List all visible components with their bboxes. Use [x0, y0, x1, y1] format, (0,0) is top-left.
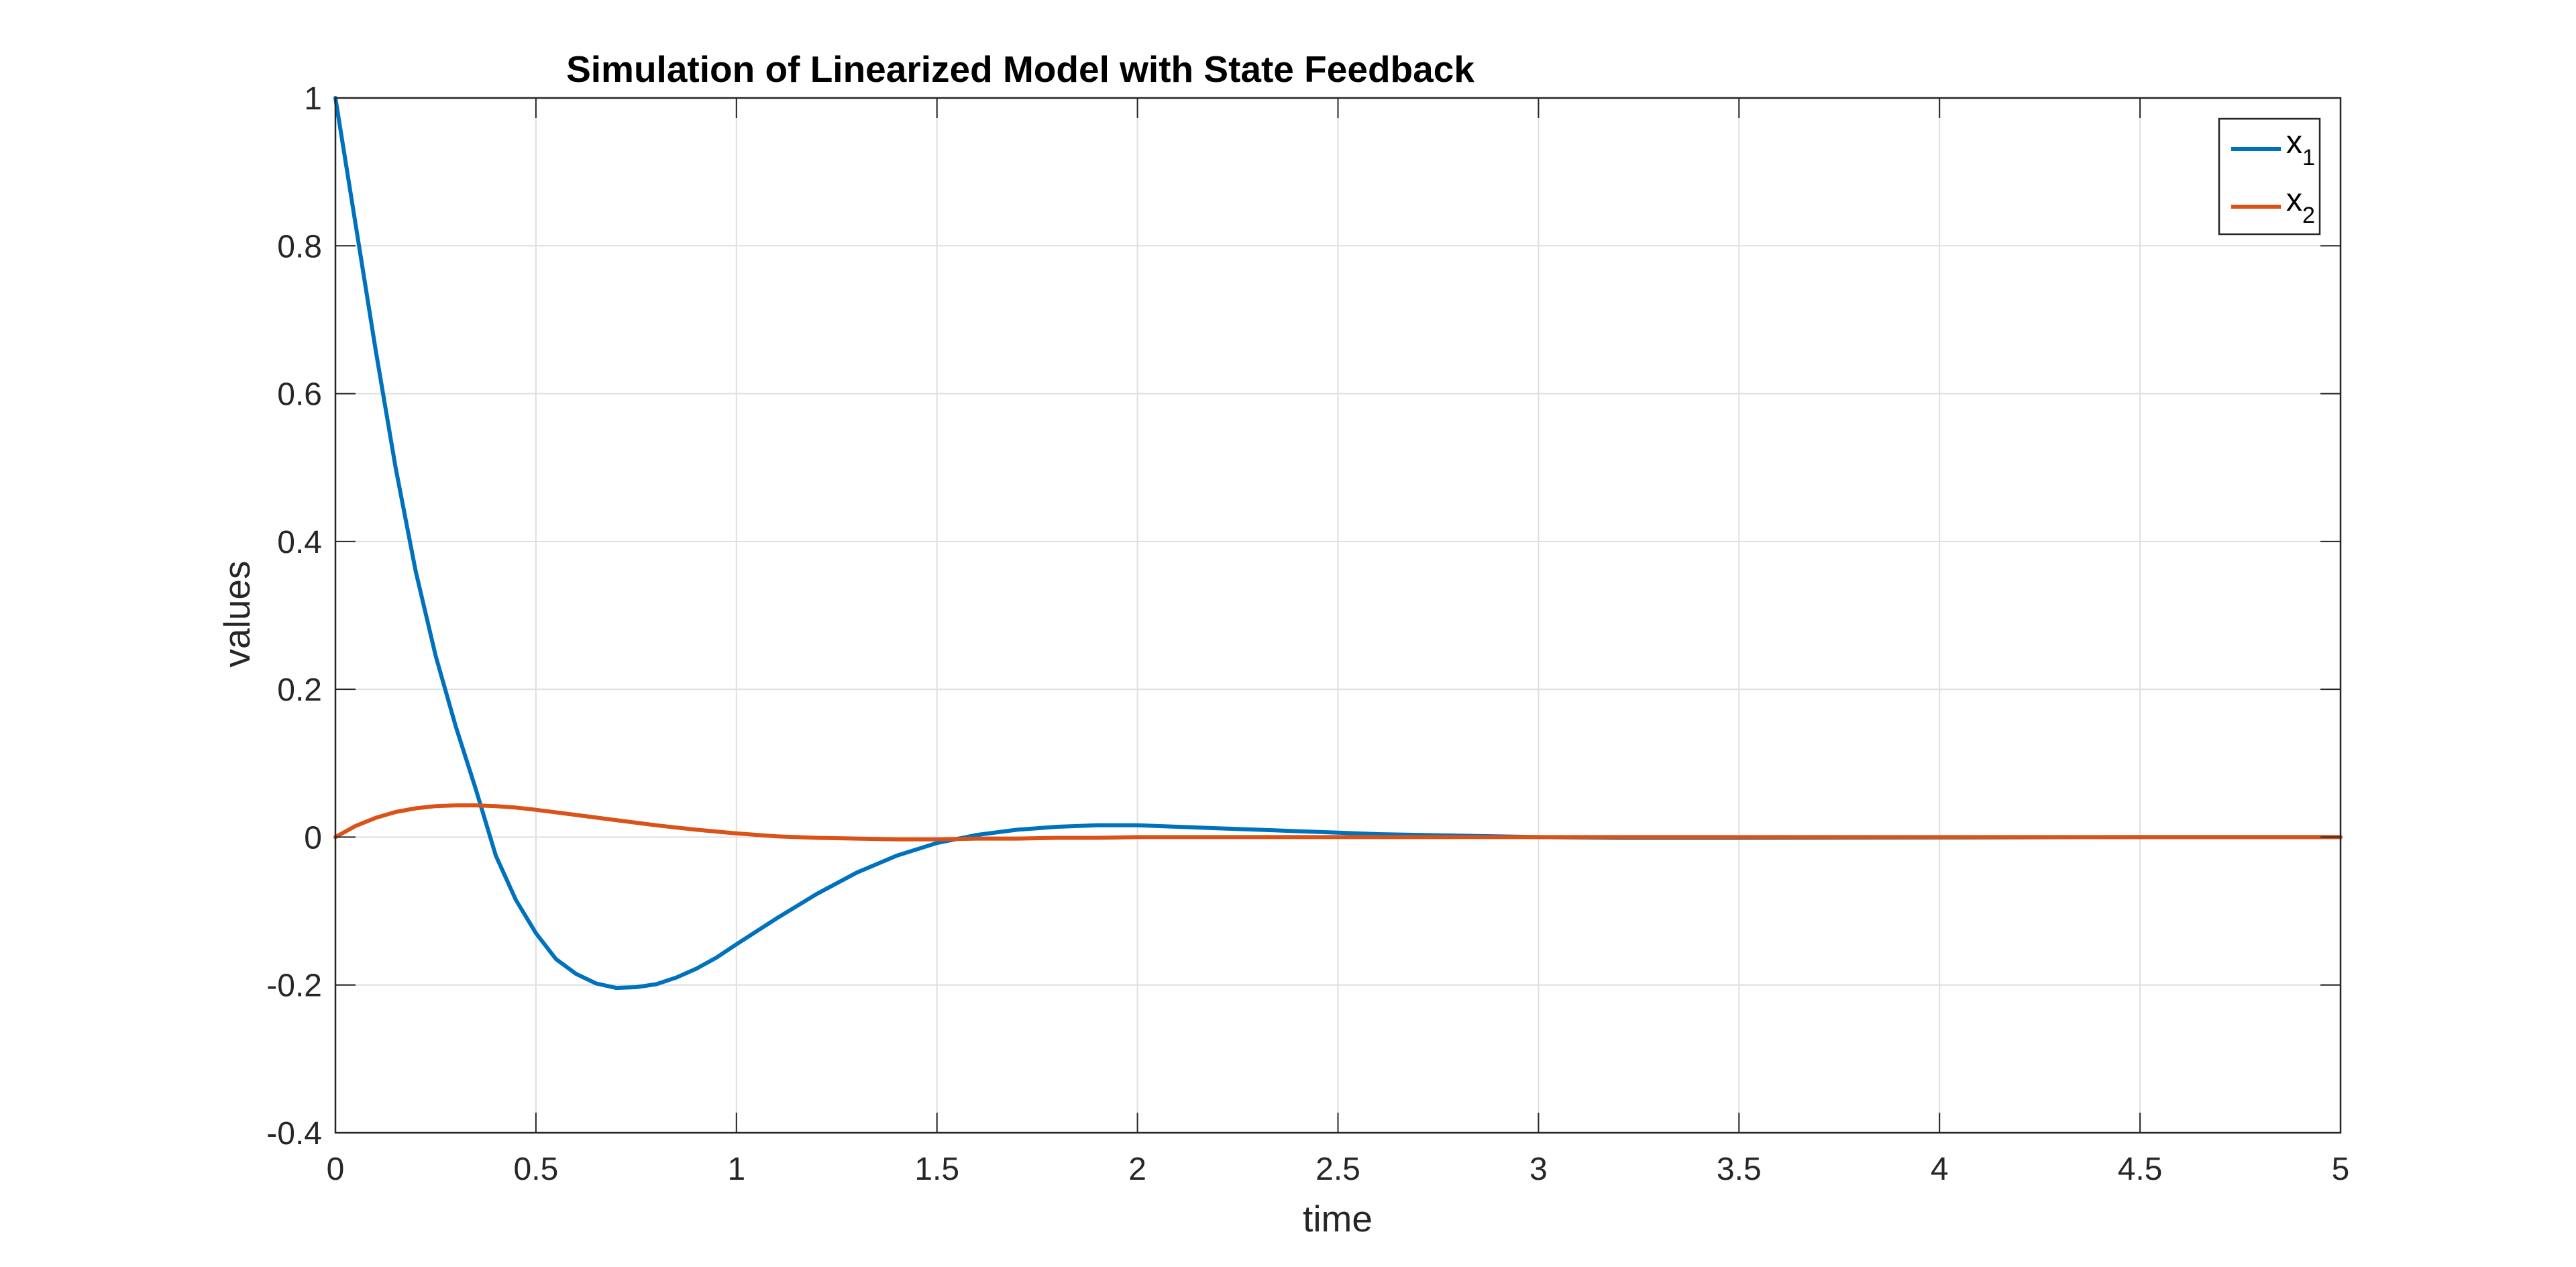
- y-tick-label: 1: [304, 81, 322, 117]
- x-tick-label: 0.5: [514, 1152, 559, 1187]
- y-axis-label: values: [216, 561, 258, 668]
- x-tick-label: 4.5: [2118, 1152, 2163, 1187]
- x-tick-label: 1: [727, 1152, 745, 1187]
- y-tick-label: 0.4: [277, 525, 322, 560]
- x-tick-label: 2: [1128, 1152, 1146, 1187]
- x-tick-label: 3.5: [1717, 1152, 1762, 1187]
- x-tick-label: 3: [1529, 1152, 1548, 1187]
- axes-box: [334, 97, 2342, 1134]
- x-tick-label: 5: [2332, 1152, 2350, 1187]
- legend-entry-2: x2: [2286, 183, 2315, 228]
- y-tick-label: 0.2: [277, 672, 322, 708]
- y-tick-label: -0.2: [266, 968, 322, 1004]
- x-tick-label: 0: [327, 1152, 345, 1187]
- legend-subscript-1: 1: [2302, 145, 2315, 170]
- y-tick-label: 0: [304, 820, 322, 856]
- legend-entry-1: x1: [2286, 125, 2315, 170]
- x-tick-label: 2.5: [1316, 1152, 1360, 1187]
- legend-subscript-2: 2: [2302, 203, 2315, 228]
- y-tick-label: 0.8: [277, 229, 322, 264]
- plot-series: [333, 96, 2343, 991]
- x-tick-label: 4: [1931, 1152, 1949, 1187]
- chart-title: Simulation of Linearized Model with Stat…: [566, 48, 1474, 90]
- series-line-2: [333, 803, 2343, 842]
- x-tick-label: 1.5: [914, 1152, 959, 1187]
- legend-box: [2218, 117, 2321, 236]
- legend-label-1: x: [2286, 125, 2302, 160]
- x-axis-label: time: [1303, 1198, 1373, 1239]
- y-tick-labels: -0.4 -0.2 0 0.2 0.4 0.6 0.8 1: [266, 81, 322, 1152]
- series-line-1: [333, 96, 2343, 991]
- y-tick-label: 0.6: [277, 377, 322, 413]
- x-tick-labels: 0 0.5 1 1.5 2 2.5 3 3.5 4 4.5 5: [327, 1152, 2350, 1187]
- y-tick-label: -0.4: [266, 1116, 322, 1152]
- legend-label-2: x: [2286, 183, 2302, 218]
